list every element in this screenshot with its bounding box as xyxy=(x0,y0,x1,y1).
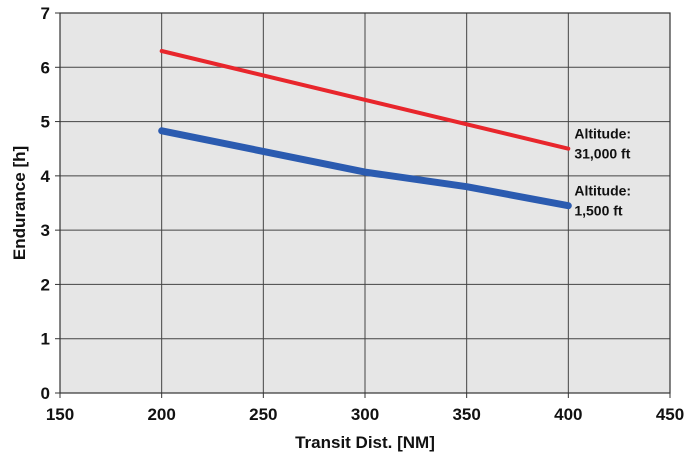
y-tick-label: 3 xyxy=(41,221,50,240)
x-tick-label: 450 xyxy=(656,405,684,424)
x-tick-label: 150 xyxy=(46,405,74,424)
x-tick-label: 200 xyxy=(147,405,175,424)
series-label-1: 1,500 ft xyxy=(574,203,623,219)
tick-labels: 150 200 250 300 350 400 450 0 1 2 3 4 5 6 7 xyxy=(41,4,685,424)
x-tick-label: 300 xyxy=(351,405,379,424)
series-line-1 xyxy=(158,127,572,210)
y-tick-label: 5 xyxy=(41,113,50,132)
series-label-0: 31,000 ft xyxy=(574,146,630,162)
series-layer xyxy=(158,49,572,210)
series-label-1: Altitude: xyxy=(574,183,631,199)
x-tick-label: 350 xyxy=(452,405,480,424)
x-axis-title: Transit Dist. [NM] xyxy=(295,433,435,452)
y-tick-label: 0 xyxy=(41,384,50,403)
series-annotations: Altitude: 31,000 ft Altitude: 1,500 ft xyxy=(574,126,631,219)
y-tick-label: 1 xyxy=(41,330,50,349)
grid xyxy=(60,13,670,393)
y-tick-label: 6 xyxy=(41,58,50,77)
y-tick-label: 2 xyxy=(41,275,50,294)
series-line-0 xyxy=(159,49,571,151)
y-axis-title: Endurance [h] xyxy=(10,146,29,260)
x-tick-label: 400 xyxy=(554,405,582,424)
y-tick-label: 7 xyxy=(41,4,50,23)
y-tick-label: 4 xyxy=(41,167,51,186)
series-label-0: Altitude: xyxy=(574,126,631,142)
x-tick-label: 250 xyxy=(249,405,277,424)
